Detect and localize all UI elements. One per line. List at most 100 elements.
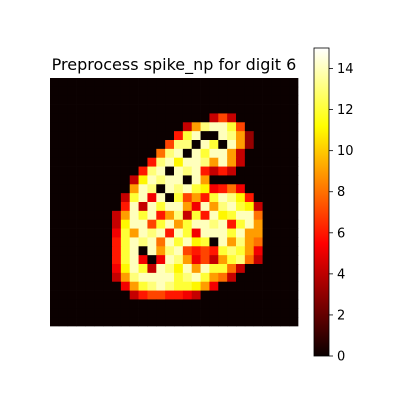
heatmap-cell	[174, 272, 184, 283]
heatmap-cell	[58, 210, 69, 221]
heatmap-cell	[94, 299, 104, 309]
heatmap-cell	[76, 140, 86, 150]
heatmap-cell	[165, 193, 175, 203]
heatmap-cell	[191, 86, 201, 97]
heatmap-cell	[174, 86, 184, 97]
heatmap-cell	[85, 299, 95, 309]
heatmap-cell	[289, 175, 299, 185]
heatmap-cell	[289, 140, 299, 150]
heatmap-cell	[120, 157, 131, 167]
heatmap-cell	[174, 166, 184, 176]
heatmap-cell	[103, 193, 113, 203]
heatmap-cell	[138, 104, 148, 114]
heatmap-cell	[120, 175, 131, 185]
heatmap-cell	[253, 193, 263, 203]
heatmap-cell	[262, 299, 272, 309]
heatmap-cell	[67, 281, 77, 291]
heatmap-cell	[191, 122, 201, 132]
heatmap-cell	[209, 308, 219, 318]
heatmap-cell	[200, 202, 210, 212]
heatmap-cell	[174, 157, 184, 167]
colorbar-tick-label: 0	[337, 350, 345, 365]
heatmap-cell	[129, 299, 139, 309]
heatmap-cell	[244, 281, 255, 291]
colorbar-tick-label: 14	[337, 62, 354, 77]
heatmap-cell	[67, 246, 77, 256]
heatmap-cell	[129, 175, 139, 185]
heatmap-cell	[209, 78, 219, 88]
heatmap-cell	[289, 299, 299, 309]
heatmap-cell	[156, 104, 166, 114]
heatmap-cell	[209, 237, 219, 247]
heatmap-cell	[209, 264, 219, 274]
heatmap-cell	[182, 308, 193, 318]
colorbar-ticks: 0 2 4 6 8 10 12 14	[329, 62, 354, 365]
heatmap-cell	[253, 210, 263, 221]
heatmap-cell	[138, 290, 148, 300]
heatmap-cell	[271, 104, 281, 114]
heatmap-cell	[156, 272, 166, 283]
heatmap-cell	[200, 166, 210, 176]
heatmap-cell	[182, 193, 193, 203]
heatmap-cell	[244, 246, 255, 256]
heatmap-cell	[236, 175, 246, 185]
heatmap-cell	[227, 317, 237, 327]
heatmap-cell	[209, 157, 219, 167]
heatmap-cell	[280, 122, 290, 132]
heatmap-cell	[138, 95, 148, 105]
heatmap-cell	[76, 272, 86, 283]
heatmap-cell	[147, 148, 157, 159]
heatmap-cell	[200, 219, 210, 229]
heatmap-cell	[174, 202, 184, 212]
heatmap-cell	[129, 317, 139, 327]
heatmap-cell	[289, 86, 299, 97]
heatmap-cell	[120, 246, 131, 256]
heatmap-cell	[209, 86, 219, 97]
heatmap-cell	[85, 157, 95, 167]
heatmap-cell	[165, 264, 175, 274]
heatmap-cell	[280, 255, 290, 265]
heatmap-cell	[76, 113, 86, 123]
heatmap-cell	[76, 202, 86, 212]
heatmap-cell	[50, 264, 60, 274]
heatmap-cell	[209, 255, 219, 265]
heatmap-cell	[85, 228, 95, 238]
heatmap-cell	[67, 237, 77, 247]
heatmap-cell	[200, 131, 210, 141]
heatmap-cell	[103, 157, 113, 167]
heatmap-cell	[67, 299, 77, 309]
heatmap-cell	[262, 308, 272, 318]
heatmap-cell	[120, 290, 131, 300]
heatmap-cell	[58, 140, 69, 150]
heatmap-cell	[289, 202, 299, 212]
heatmap-cell	[112, 308, 122, 318]
heatmap-cell	[209, 317, 219, 327]
heatmap-cell	[227, 175, 237, 185]
heatmap-grid	[50, 78, 299, 327]
heatmap-cell	[156, 317, 166, 327]
heatmap-cell	[227, 255, 237, 265]
heatmap-cell	[138, 122, 148, 132]
heatmap-cell	[280, 104, 290, 114]
heatmap-cell	[165, 175, 175, 185]
heatmap-cell	[200, 210, 210, 221]
heatmap-cell	[289, 219, 299, 229]
heatmap-cell	[103, 104, 113, 114]
heatmap-cell	[262, 131, 272, 141]
heatmap-cell	[262, 210, 272, 221]
heatmap-cell	[165, 255, 175, 265]
heatmap-cell	[165, 281, 175, 291]
heatmap-cell	[200, 281, 210, 291]
heatmap-cell	[236, 157, 246, 167]
heatmap-cell	[67, 290, 77, 300]
heatmap-cell	[156, 131, 166, 141]
heatmap-cell	[236, 290, 246, 300]
heatmap-cell	[103, 228, 113, 238]
heatmap-cell	[138, 78, 148, 88]
heatmap-cell	[58, 131, 69, 141]
heatmap-cell	[50, 290, 60, 300]
heatmap-cell	[85, 246, 95, 256]
heatmap-cell	[85, 193, 95, 203]
heatmap-cell	[289, 78, 299, 88]
heatmap-cell	[280, 308, 290, 318]
